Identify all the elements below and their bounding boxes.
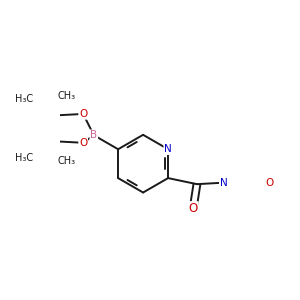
Text: B: B <box>90 130 98 140</box>
Text: N: N <box>164 144 172 154</box>
Text: O: O <box>188 202 198 215</box>
Text: CH₃: CH₃ <box>57 91 76 101</box>
Text: H₃C: H₃C <box>15 153 33 163</box>
Text: O: O <box>79 109 87 119</box>
Text: CH₃: CH₃ <box>57 156 76 166</box>
Text: O: O <box>79 138 87 148</box>
Text: O: O <box>266 178 274 188</box>
Text: N: N <box>220 178 228 188</box>
Text: H₃C: H₃C <box>15 94 33 104</box>
